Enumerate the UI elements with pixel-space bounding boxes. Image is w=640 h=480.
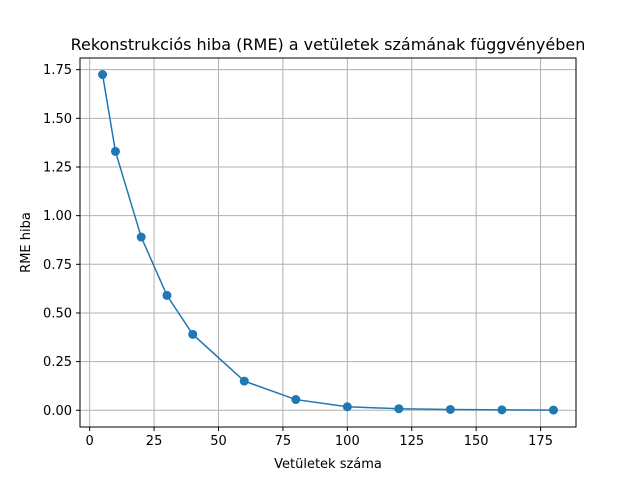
x-tick-label: 150	[464, 434, 489, 449]
data-point	[110, 146, 120, 156]
y-tick-label: 1.25	[43, 160, 72, 175]
data-point	[291, 395, 301, 405]
y-tick-label: 0.50	[43, 306, 72, 321]
y-axis-label: RME hiba	[19, 212, 34, 273]
series-layer	[98, 70, 558, 415]
data-point	[136, 232, 146, 242]
plot-frame	[79, 57, 577, 428]
data-point	[188, 329, 198, 339]
x-axis-label: Vetületek száma	[274, 457, 382, 472]
data-point	[497, 405, 507, 415]
data-point	[98, 70, 108, 80]
tick-layer: 0 25 50 75 100 125 150 175 0.00 0.25 0.50 0.75 1.00 1…	[43, 63, 553, 449]
x-tick-label: 50	[210, 434, 227, 449]
x-tick-label: 0	[86, 434, 94, 449]
x-tick-label: 175	[528, 434, 553, 449]
x-tick-label: 75	[275, 434, 292, 449]
data-point	[162, 290, 172, 300]
data-point	[239, 376, 249, 386]
data-point	[342, 402, 352, 412]
y-tick-label: 0.75	[43, 258, 72, 273]
data-point	[394, 404, 404, 414]
y-tick-label: 0.25	[43, 355, 72, 370]
y-tick-label: 1.75	[43, 63, 72, 78]
x-tick-label: 25	[146, 434, 163, 449]
y-tick-label: 0.00	[43, 404, 72, 419]
grid-layer	[80, 58, 576, 427]
data-point	[548, 405, 558, 415]
x-tick-label: 125	[399, 434, 424, 449]
chart-title: Rekonstrukciós hiba (RME) a vetületek sz…	[71, 35, 586, 54]
data-point	[445, 404, 455, 414]
series-line	[101, 74, 554, 411]
x-tick-label: 100	[335, 434, 360, 449]
y-tick-label: 1.50	[43, 112, 72, 127]
y-tick-label: 1.00	[43, 209, 72, 224]
